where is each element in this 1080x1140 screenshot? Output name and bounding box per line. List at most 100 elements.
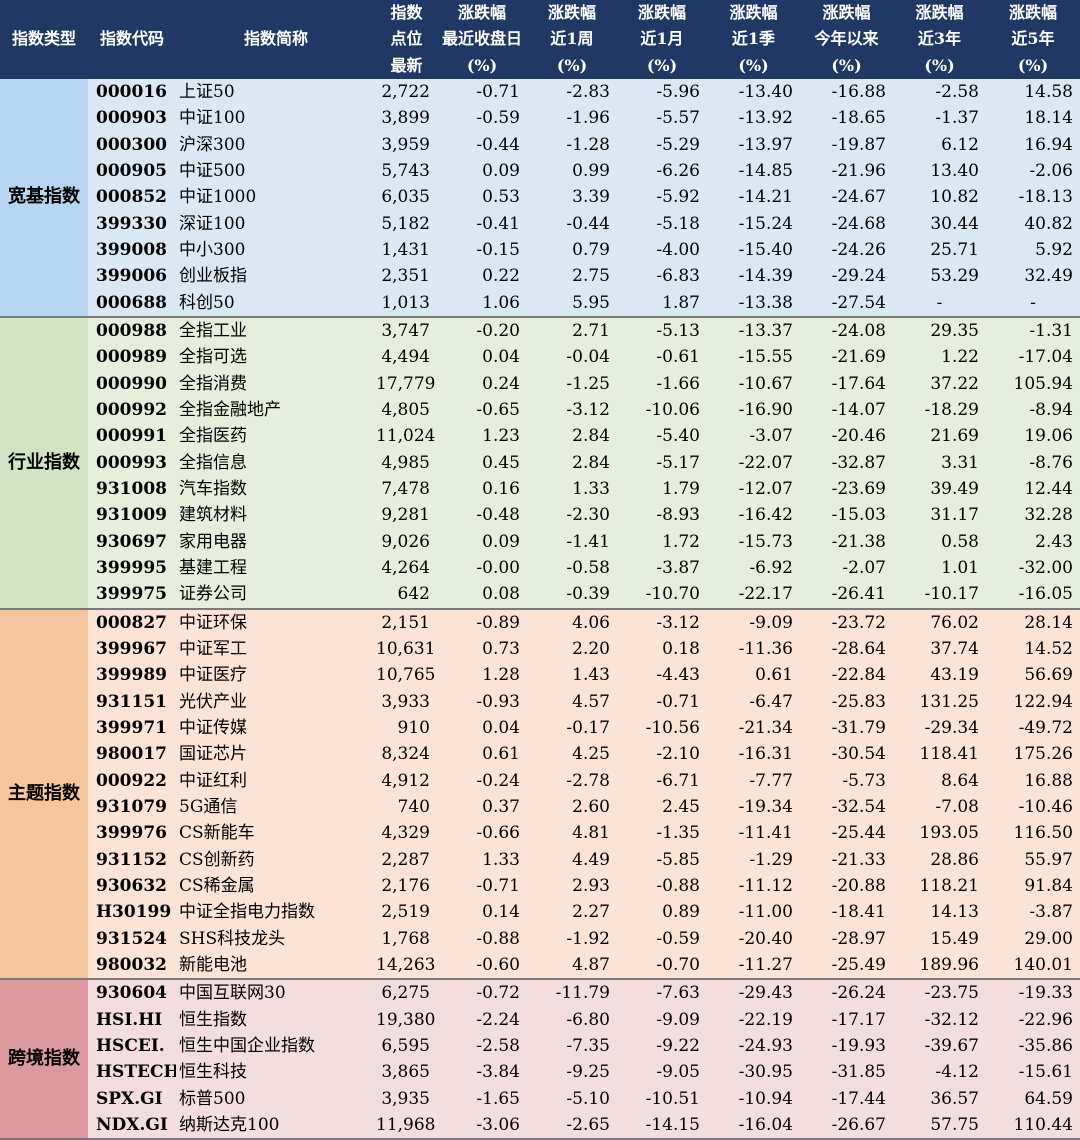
- change-1q-cell: -24.93: [707, 1032, 800, 1060]
- change-1q-cell: -13.97: [707, 131, 800, 158]
- change-3y-cell: 28.86: [893, 846, 986, 873]
- table-row: 399967 中证军工 10,631 0.73 2.20 0.18 -11.36 -28.64…: [0, 635, 1080, 663]
- change-ytd-cell: -28.64: [800, 635, 893, 663]
- table-row: 399971 中证传媒 910 0.04 -0.17 -10.56 -21.34 -31.79…: [0, 714, 1080, 742]
- change-5y-cell: 32.28: [986, 502, 1080, 529]
- change-5y-cell: 56.69: [986, 662, 1080, 689]
- header-line: 涨跌幅: [1008, 3, 1057, 22]
- header-change-1m: 涨跌幅 近1月 (%): [617, 0, 707, 79]
- index-code-cell: 931151: [88, 688, 176, 715]
- change-5y-cell: 16.88: [986, 767, 1080, 794]
- change-5y-cell: 29.00: [986, 925, 1080, 952]
- change-5y-cell: -1.31: [986, 316, 1080, 345]
- latest-level-cell: 11,968: [376, 1111, 437, 1140]
- change-1m-cell: 0.89: [617, 899, 707, 926]
- change-last-close-cell: -0.60: [437, 951, 527, 981]
- index-name-cell: 全指消费: [176, 370, 376, 397]
- header-line: (%): [924, 55, 955, 75]
- index-name-cell: 中证传媒: [176, 714, 376, 742]
- table-body: 宽基指数 000016 上证50 2,722 -0.71 -2.83 -5.96 -13.40…: [0, 79, 1080, 1140]
- index-name-cell: 全指可选: [176, 344, 376, 371]
- change-1q-cell: -3.07: [707, 423, 800, 450]
- change-last-close-cell: -0.71: [437, 872, 527, 900]
- change-5y-cell: 116.50: [986, 820, 1080, 847]
- table-row: 399008 中小300 1,431 -0.15 0.79 -4.00 -15.40 -24.…: [0, 236, 1080, 264]
- change-3y-cell: -10.17: [893, 581, 986, 610]
- change-1w-cell: -1.41: [527, 528, 617, 555]
- change-1q-cell: -16.42: [707, 502, 800, 529]
- latest-level-cell: 2,722: [376, 79, 437, 106]
- index-name-cell: 中证医疗: [176, 662, 376, 689]
- change-5y-cell: 105.94: [986, 370, 1080, 397]
- header-line: (%): [646, 55, 678, 75]
- latest-level-cell: 3,933: [376, 688, 437, 715]
- change-1w-cell: -7.35: [527, 1032, 617, 1060]
- change-1w-cell: -5.10: [527, 1085, 617, 1112]
- latest-level-cell: 1,431: [376, 236, 437, 264]
- header-line: 涨跌幅: [822, 3, 871, 22]
- change-1w-cell: 2.75: [527, 263, 617, 290]
- index-code-cell: 399967: [88, 635, 176, 663]
- change-3y-cell: 76.02: [893, 608, 986, 636]
- change-ytd-cell: -16.88: [800, 79, 893, 106]
- change-last-close-cell: -0.00: [437, 554, 527, 582]
- change-3y-cell: 10.82: [893, 184, 986, 211]
- latest-level-cell: 2,351: [376, 263, 437, 290]
- latest-level-cell: 19,380: [376, 1006, 437, 1033]
- change-ytd-cell: -19.87: [800, 131, 893, 158]
- change-1m-cell: 2.45: [617, 793, 707, 821]
- table-row: 931009 建筑材料 9,281 -0.48 -2.30 -8.93 -16.42 -15.…: [0, 502, 1080, 529]
- change-1m-cell: -14.15: [617, 1111, 707, 1140]
- change-1q-cell: -13.38: [707, 289, 800, 318]
- change-1w-cell: -1.92: [527, 925, 617, 952]
- table-row: 399975 证券公司 642 0.08 -0.39 -10.70 -22.17 -26.41…: [0, 581, 1080, 610]
- change-last-close-cell: 0.22: [437, 263, 527, 290]
- change-1w-cell: 2.60: [527, 793, 617, 821]
- header-row: 指数类型 指数代码 指数简称 指数 点位 最新 涨跌幅 最近收盘日 (%) 涨跌幅 近1周 (%) 涨跌…: [0, 0, 1080, 79]
- table-row: NDX.GI 纳斯达克100 11,968 -3.06 -2.65 -14.15 -16.0…: [0, 1111, 1080, 1140]
- table-row: H30199 中证全指电力指数 2,519 0.14 2.27 0.89 -11.00 -18…: [0, 899, 1080, 926]
- index-name-cell: 中证全指电力指数: [176, 899, 376, 926]
- change-3y-cell: 131.25: [893, 688, 986, 715]
- table-row: HSI.HI 恒生指数 19,380 -2.24 -6.80 -9.09 -22.19 -17…: [0, 1006, 1080, 1033]
- latest-level-cell: 6,595: [376, 1032, 437, 1060]
- change-ytd-cell: -14.07: [800, 396, 893, 424]
- latest-level-cell: 3,865: [376, 1059, 437, 1086]
- change-3y-cell: 39.49: [893, 475, 986, 503]
- change-last-close-cell: -0.89: [437, 608, 527, 636]
- change-3y-cell: 193.05: [893, 820, 986, 847]
- change-1w-cell: 4.25: [527, 741, 617, 768]
- change-last-close-cell: -0.88: [437, 925, 527, 952]
- index-code-cell: NDX.GI: [88, 1111, 176, 1140]
- change-1q-cell: -6.47: [707, 688, 800, 715]
- latest-level-cell: 3,899: [376, 105, 437, 132]
- index-code-cell: 000993: [88, 449, 176, 476]
- change-5y-cell: -15.61: [986, 1059, 1080, 1086]
- header-change-last-close: 涨跌幅 最近收盘日 (%): [437, 0, 527, 79]
- latest-level-cell: 3,935: [376, 1085, 437, 1112]
- change-ytd-cell: -32.54: [800, 793, 893, 821]
- change-1q-cell: -14.85: [707, 157, 800, 185]
- change-1m-cell: -5.29: [617, 131, 707, 158]
- change-1w-cell: -9.25: [527, 1059, 617, 1086]
- change-ytd-cell: -20.46: [800, 423, 893, 450]
- index-code-cell: 000852: [88, 184, 176, 211]
- change-ytd-cell: -27.54: [800, 289, 893, 318]
- table-row: 931008 汽车指数 7,478 0.16 1.33 1.79 -12.07 -23.69 3…: [0, 475, 1080, 503]
- change-last-close-cell: 0.37: [437, 793, 527, 821]
- index-code-cell: 399006: [88, 263, 176, 290]
- change-3y-cell: 8.64: [893, 767, 986, 794]
- change-1q-cell: -22.19: [707, 1006, 800, 1033]
- header-index-name: 指数简称: [176, 0, 376, 79]
- table-row: HSCEI. 恒生中国企业指数 6,595 -2.58 -7.35 -9.22 -24.93…: [0, 1032, 1080, 1060]
- change-1w-cell: 1.33: [527, 475, 617, 503]
- change-ytd-cell: -24.26: [800, 236, 893, 264]
- change-5y-cell: 175.26: [986, 741, 1080, 768]
- change-1m-cell: -10.70: [617, 581, 707, 610]
- table-row: 931524 SHS科技龙头 1,768 -0.88 -1.92 -0.59 -20.40-…: [0, 925, 1080, 952]
- header-change-5y: 涨跌幅 近5年 (%): [986, 0, 1080, 79]
- change-1m-cell: -2.10: [617, 741, 707, 768]
- change-1m-cell: -1.35: [617, 820, 707, 847]
- change-1q-cell: -16.31: [707, 741, 800, 768]
- change-ytd-cell: -21.38: [800, 528, 893, 555]
